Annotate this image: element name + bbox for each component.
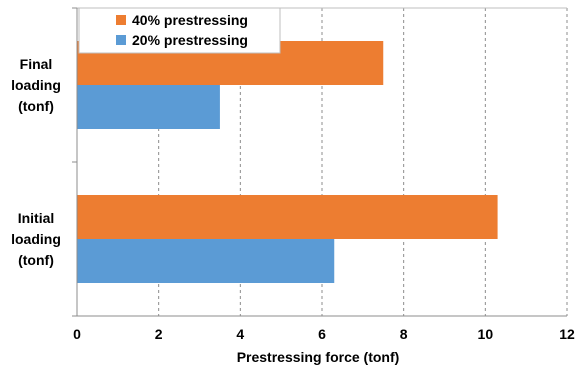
x-tick-label-5: 10 bbox=[478, 326, 494, 342]
legend: 40% prestressing 20% prestressing bbox=[78, 7, 281, 54]
bar-forty-1 bbox=[77, 195, 498, 239]
legend-label-1: 20% prestressing bbox=[132, 32, 248, 48]
legend-swatch-1 bbox=[116, 35, 126, 45]
category-label-line: (tonf) bbox=[18, 98, 54, 114]
category-label-line: loading bbox=[11, 231, 61, 247]
category-labels: Final loading (tonf) Initial loading (tonf) bbox=[11, 56, 61, 268]
x-axis-title: Prestressing force (tonf) bbox=[237, 349, 400, 365]
bar-twenty-1 bbox=[77, 239, 335, 283]
x-tick-label-1: 2 bbox=[155, 326, 163, 342]
category-label-line: Final bbox=[20, 56, 53, 72]
x-tick-label-2: 4 bbox=[236, 326, 244, 342]
legend-label-0: 40% prestressing bbox=[132, 12, 248, 28]
category-label-line: Initial bbox=[18, 210, 55, 226]
x-tick-label-4: 8 bbox=[400, 326, 408, 342]
category-label-line: loading bbox=[11, 77, 61, 93]
category-label-line: (tonf) bbox=[18, 252, 54, 268]
legend-box bbox=[78, 7, 281, 54]
axes bbox=[72, 7, 567, 317]
x-tick-label-3: 6 bbox=[318, 326, 326, 342]
x-tick-label-0: 0 bbox=[73, 326, 81, 342]
legend-swatch-0 bbox=[116, 15, 126, 25]
x-tick-label-6: 12 bbox=[559, 326, 575, 342]
bar-twenty-0 bbox=[77, 85, 220, 129]
x-tick-labels: 0 2 4 6 8 10 12 bbox=[73, 326, 575, 342]
